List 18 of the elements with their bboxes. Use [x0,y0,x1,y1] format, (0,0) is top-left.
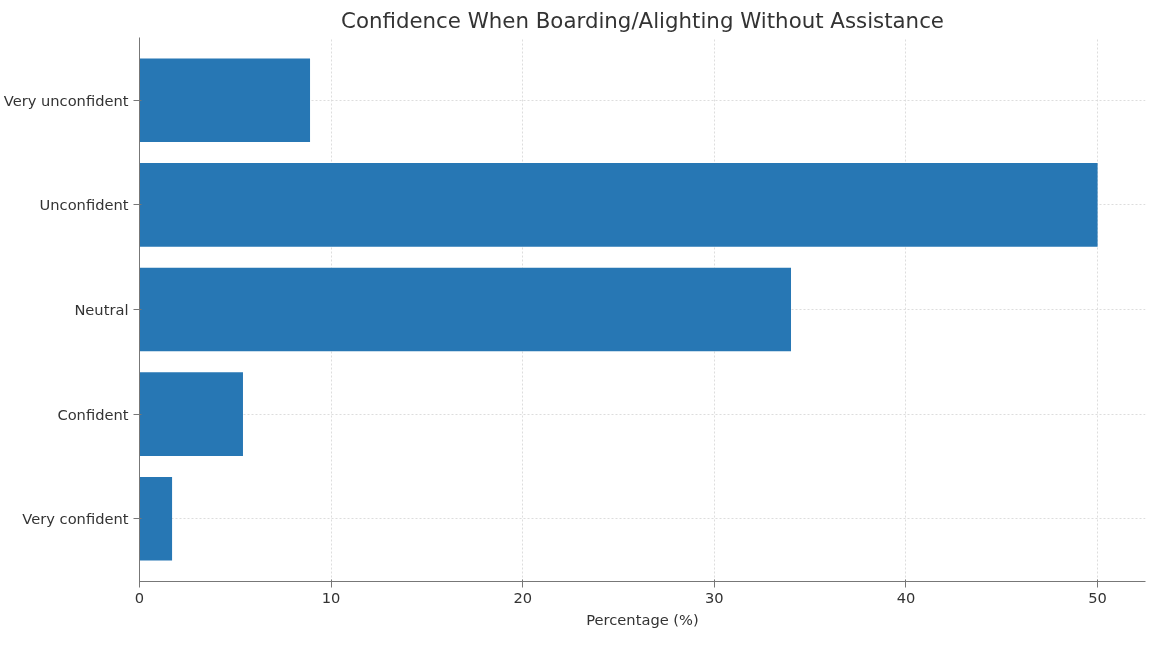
bar [139,58,311,143]
bar [139,476,173,561]
x-tick-label: 40 [896,588,916,606]
bar [139,267,791,352]
x-tick-label: 50 [1088,588,1107,606]
y-tick-label: Neutral [74,301,129,318]
y-tick-label: Unconfident [39,196,129,214]
y-tick-label: Very unconfident [3,91,129,109]
x-axis-title: Percentage (%) [586,610,699,628]
x-tick-label: 30 [705,588,724,606]
y-tick-label: Confident [57,405,129,423]
x-tick-label: 20 [513,588,533,606]
bar [139,372,243,456]
y-tick-label: Very confident [22,510,129,528]
x-tick-label: 0 [134,588,145,606]
bar [139,163,1098,247]
x-tick-label: 10 [321,588,341,606]
chart-title: Confidence When Boarding/Alighting Without Assistance [341,7,944,33]
